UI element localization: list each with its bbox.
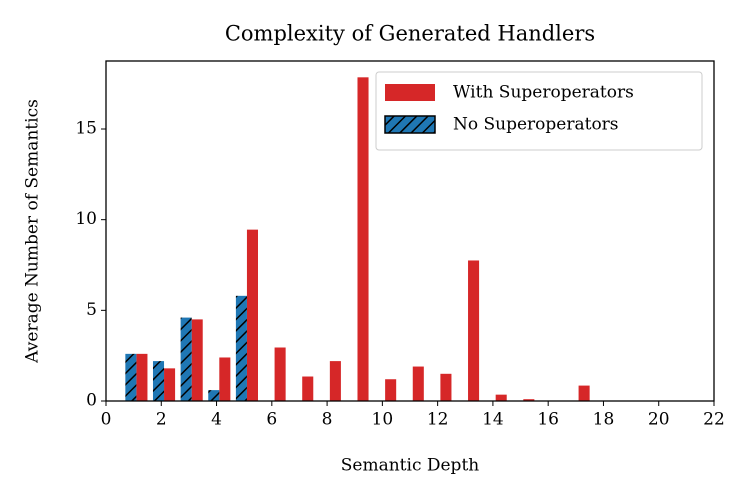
bar	[235, 295, 247, 401]
legend-swatch	[384, 115, 436, 134]
x-axis-label: Semantic Depth	[341, 456, 480, 476]
bar	[219, 357, 231, 401]
legend-swatch	[385, 84, 435, 101]
legend-label: No Superoperators	[453, 115, 619, 135]
x-tick-label: 6	[266, 410, 277, 430]
bar	[440, 373, 452, 401]
bar	[208, 390, 220, 401]
bar	[274, 347, 286, 401]
bar	[302, 376, 314, 401]
x-tick-label: 4	[211, 410, 222, 430]
bar	[125, 353, 137, 401]
bar	[164, 368, 176, 401]
bar	[357, 77, 369, 401]
bar	[578, 385, 590, 401]
bar	[152, 361, 165, 401]
bar	[329, 361, 341, 401]
x-tick-label: 2	[156, 410, 167, 430]
bar	[495, 394, 507, 401]
bar	[412, 366, 424, 401]
chart-title: Complexity of Generated Handlers	[225, 22, 595, 46]
y-axis-label: Average Number of Semantics	[23, 99, 43, 364]
y-tick-label: 15	[75, 119, 97, 139]
bar	[468, 260, 480, 401]
bar	[180, 317, 192, 401]
bar	[246, 229, 258, 401]
x-tick-label: 18	[593, 410, 615, 430]
bar	[191, 319, 203, 401]
legend-label: With Superoperators	[453, 83, 634, 103]
x-tick-label: 10	[372, 410, 394, 430]
y-tick-label: 0	[86, 391, 97, 411]
y-tick-label: 5	[86, 300, 97, 320]
x-tick-label: 16	[537, 410, 559, 430]
axes-frame	[105, 60, 715, 402]
bar	[385, 379, 397, 401]
x-tick-label: 20	[648, 410, 670, 430]
x-tick-label: 0	[101, 410, 112, 430]
x-tick-label: 14	[482, 410, 504, 430]
x-tick-label: 22	[703, 410, 725, 430]
legend-box	[375, 71, 703, 151]
x-tick-label: 12	[427, 410, 449, 430]
bar	[136, 353, 148, 401]
x-tick-label: 8	[322, 410, 333, 430]
bar	[523, 399, 535, 401]
y-tick-label: 10	[75, 209, 97, 229]
